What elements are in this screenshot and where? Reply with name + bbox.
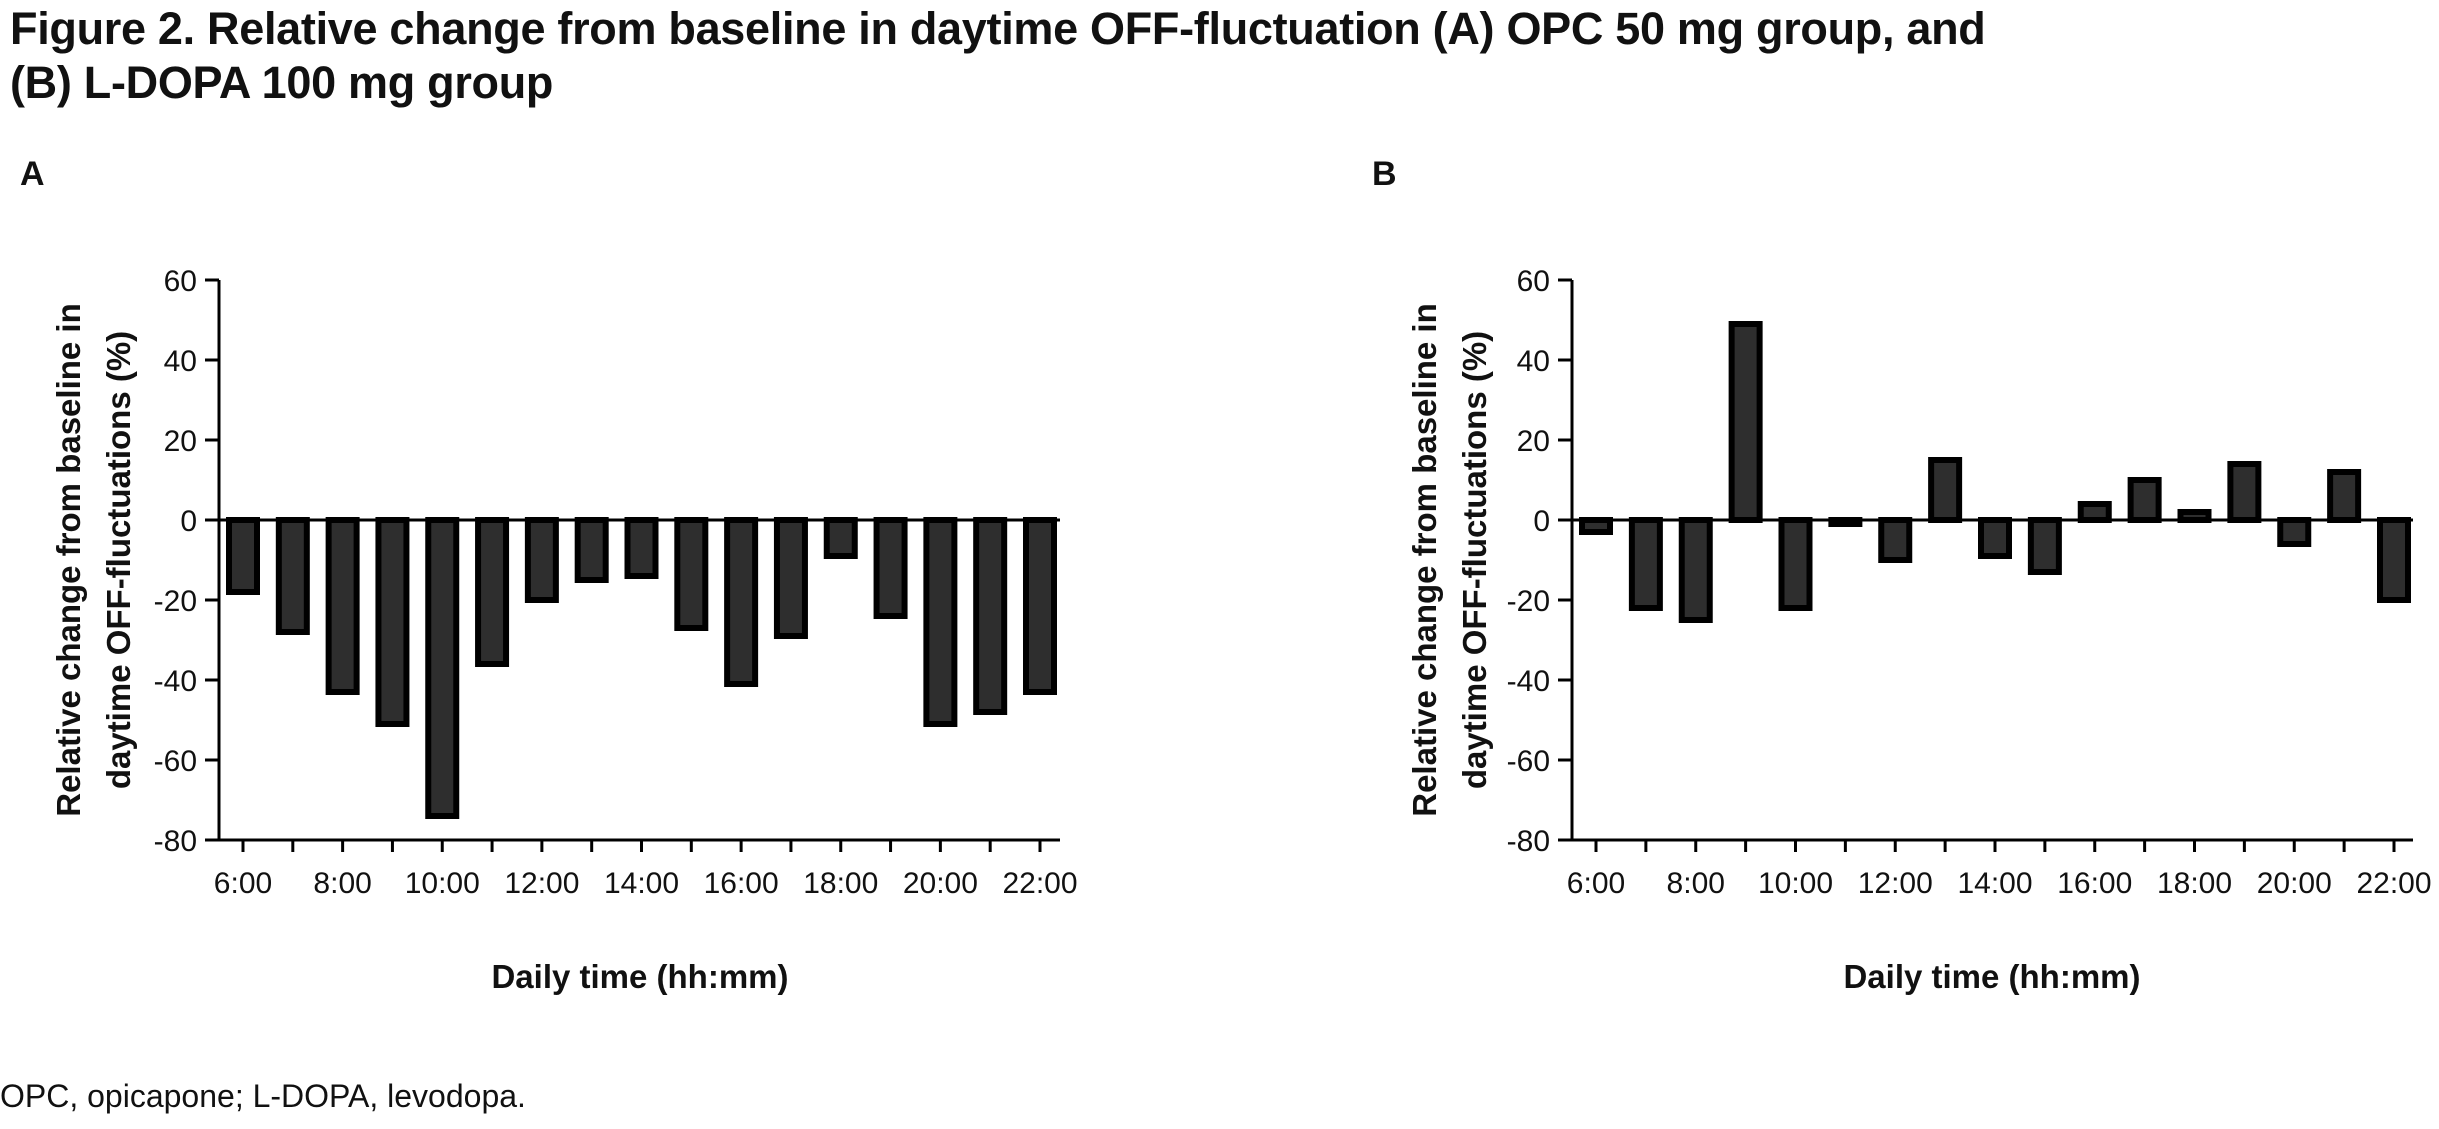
bar [2027,517,2062,575]
bar [375,517,410,727]
bar [1978,517,2012,559]
bar [1928,457,1963,523]
y-tick-label: -80 [154,825,197,858]
y-tick-label: -80 [1507,825,1550,858]
x-tick-label: 20:00 [2257,867,2332,900]
bar [1023,517,1057,695]
x-tick-label: 8:00 [313,867,371,900]
x-tick-label: 16:00 [704,867,779,900]
bar [524,517,559,603]
y-axis-label: daytime OFF-fluctuations (%) [1456,331,1493,789]
bar [624,517,659,579]
bar [1579,517,1613,535]
bar [2327,469,2362,523]
x-tick-label: 22:00 [1002,867,1077,900]
bar [1828,517,1863,527]
bar [1778,517,1813,611]
chart-panel-b: 60 40 20 0 -20 -40 -60 -80 6:00 8:00 10:00 12:00 14:… [1406,265,2432,995]
x-tick-label: 12:00 [1858,867,1933,900]
bar [823,517,858,559]
bar [475,517,510,667]
bar [574,517,609,583]
x-axis-label: Daily time (hh:mm) [1843,958,2140,995]
y-tick-label: 60 [1517,265,1550,298]
x-tick-label: 10:00 [1758,867,1833,900]
bar [1678,517,1713,623]
y-tick-label: -40 [154,665,197,698]
bar [2077,501,2112,523]
bar [2277,517,2312,547]
figure-title-line-1: Figure 2. Relative change from baseline … [10,3,1986,54]
x-tick-label: 20:00 [903,867,978,900]
y-axis-label: daytime OFF-fluctuations (%) [100,331,137,789]
x-tick-label: 6:00 [214,867,272,900]
x-tick-label: 10:00 [405,867,480,900]
bar [773,517,808,639]
y-axis-label: Relative change from baseline in [50,303,87,817]
y-tick-label: -60 [154,745,197,778]
y-tick-label: -60 [1507,745,1550,778]
bar [873,517,908,619]
y-tick-label: 0 [1533,505,1550,538]
y-tick-label: -20 [154,585,197,618]
bar [1728,321,1763,523]
bar [275,517,310,635]
bar [325,517,360,695]
x-tick-label: 18:00 [803,867,878,900]
figure-footnote: OPC, opicapone; L-DOPA, levodopa. [0,1078,526,1114]
bar [973,517,1008,715]
y-tick-label: 40 [164,345,197,378]
figure-title-line-2: (B) L-DOPA 100 mg group [10,57,554,108]
x-tick-label: 14:00 [604,867,679,900]
y-axis-label: Relative change from baseline in [1406,303,1443,817]
bar [2177,509,2212,523]
bar [2127,477,2162,523]
y-tick-label: 60 [164,265,197,298]
y-tick-label: 20 [164,425,197,458]
x-tick-label: 18:00 [2157,867,2232,900]
bar [724,517,759,687]
bar [425,517,460,819]
bar [2377,517,2411,603]
bar [226,517,260,595]
x-tick-label: 16:00 [2057,867,2132,900]
y-tick-label: -40 [1507,665,1550,698]
x-tick-label: 22:00 [2356,867,2431,900]
figure-title: Figure 2. Relative change from baseline … [10,2,2410,110]
x-tick-label: 6:00 [1567,867,1625,900]
panel-label-a: A [20,155,45,193]
bar [923,517,958,727]
y-tick-label: 20 [1517,425,1550,458]
x-tick-label: 8:00 [1667,867,1725,900]
y-tick-label: -20 [1507,585,1550,618]
y-tick-label: 0 [180,505,197,538]
y-tick-label: 40 [1517,345,1550,378]
chart-panel-a: 60 40 20 0 -20 -40 -60 -80 6:00 8:00 10:00 12:00 14:… [50,265,1078,995]
bar [1628,517,1663,611]
panel-label-b: B [1372,155,1397,193]
x-tick-label: 14:00 [1957,867,2032,900]
x-tick-label: 12:00 [504,867,579,900]
x-axis-label: Daily time (hh:mm) [491,958,788,995]
bar [1878,517,1913,563]
bar [2227,461,2262,523]
bar [674,517,709,631]
